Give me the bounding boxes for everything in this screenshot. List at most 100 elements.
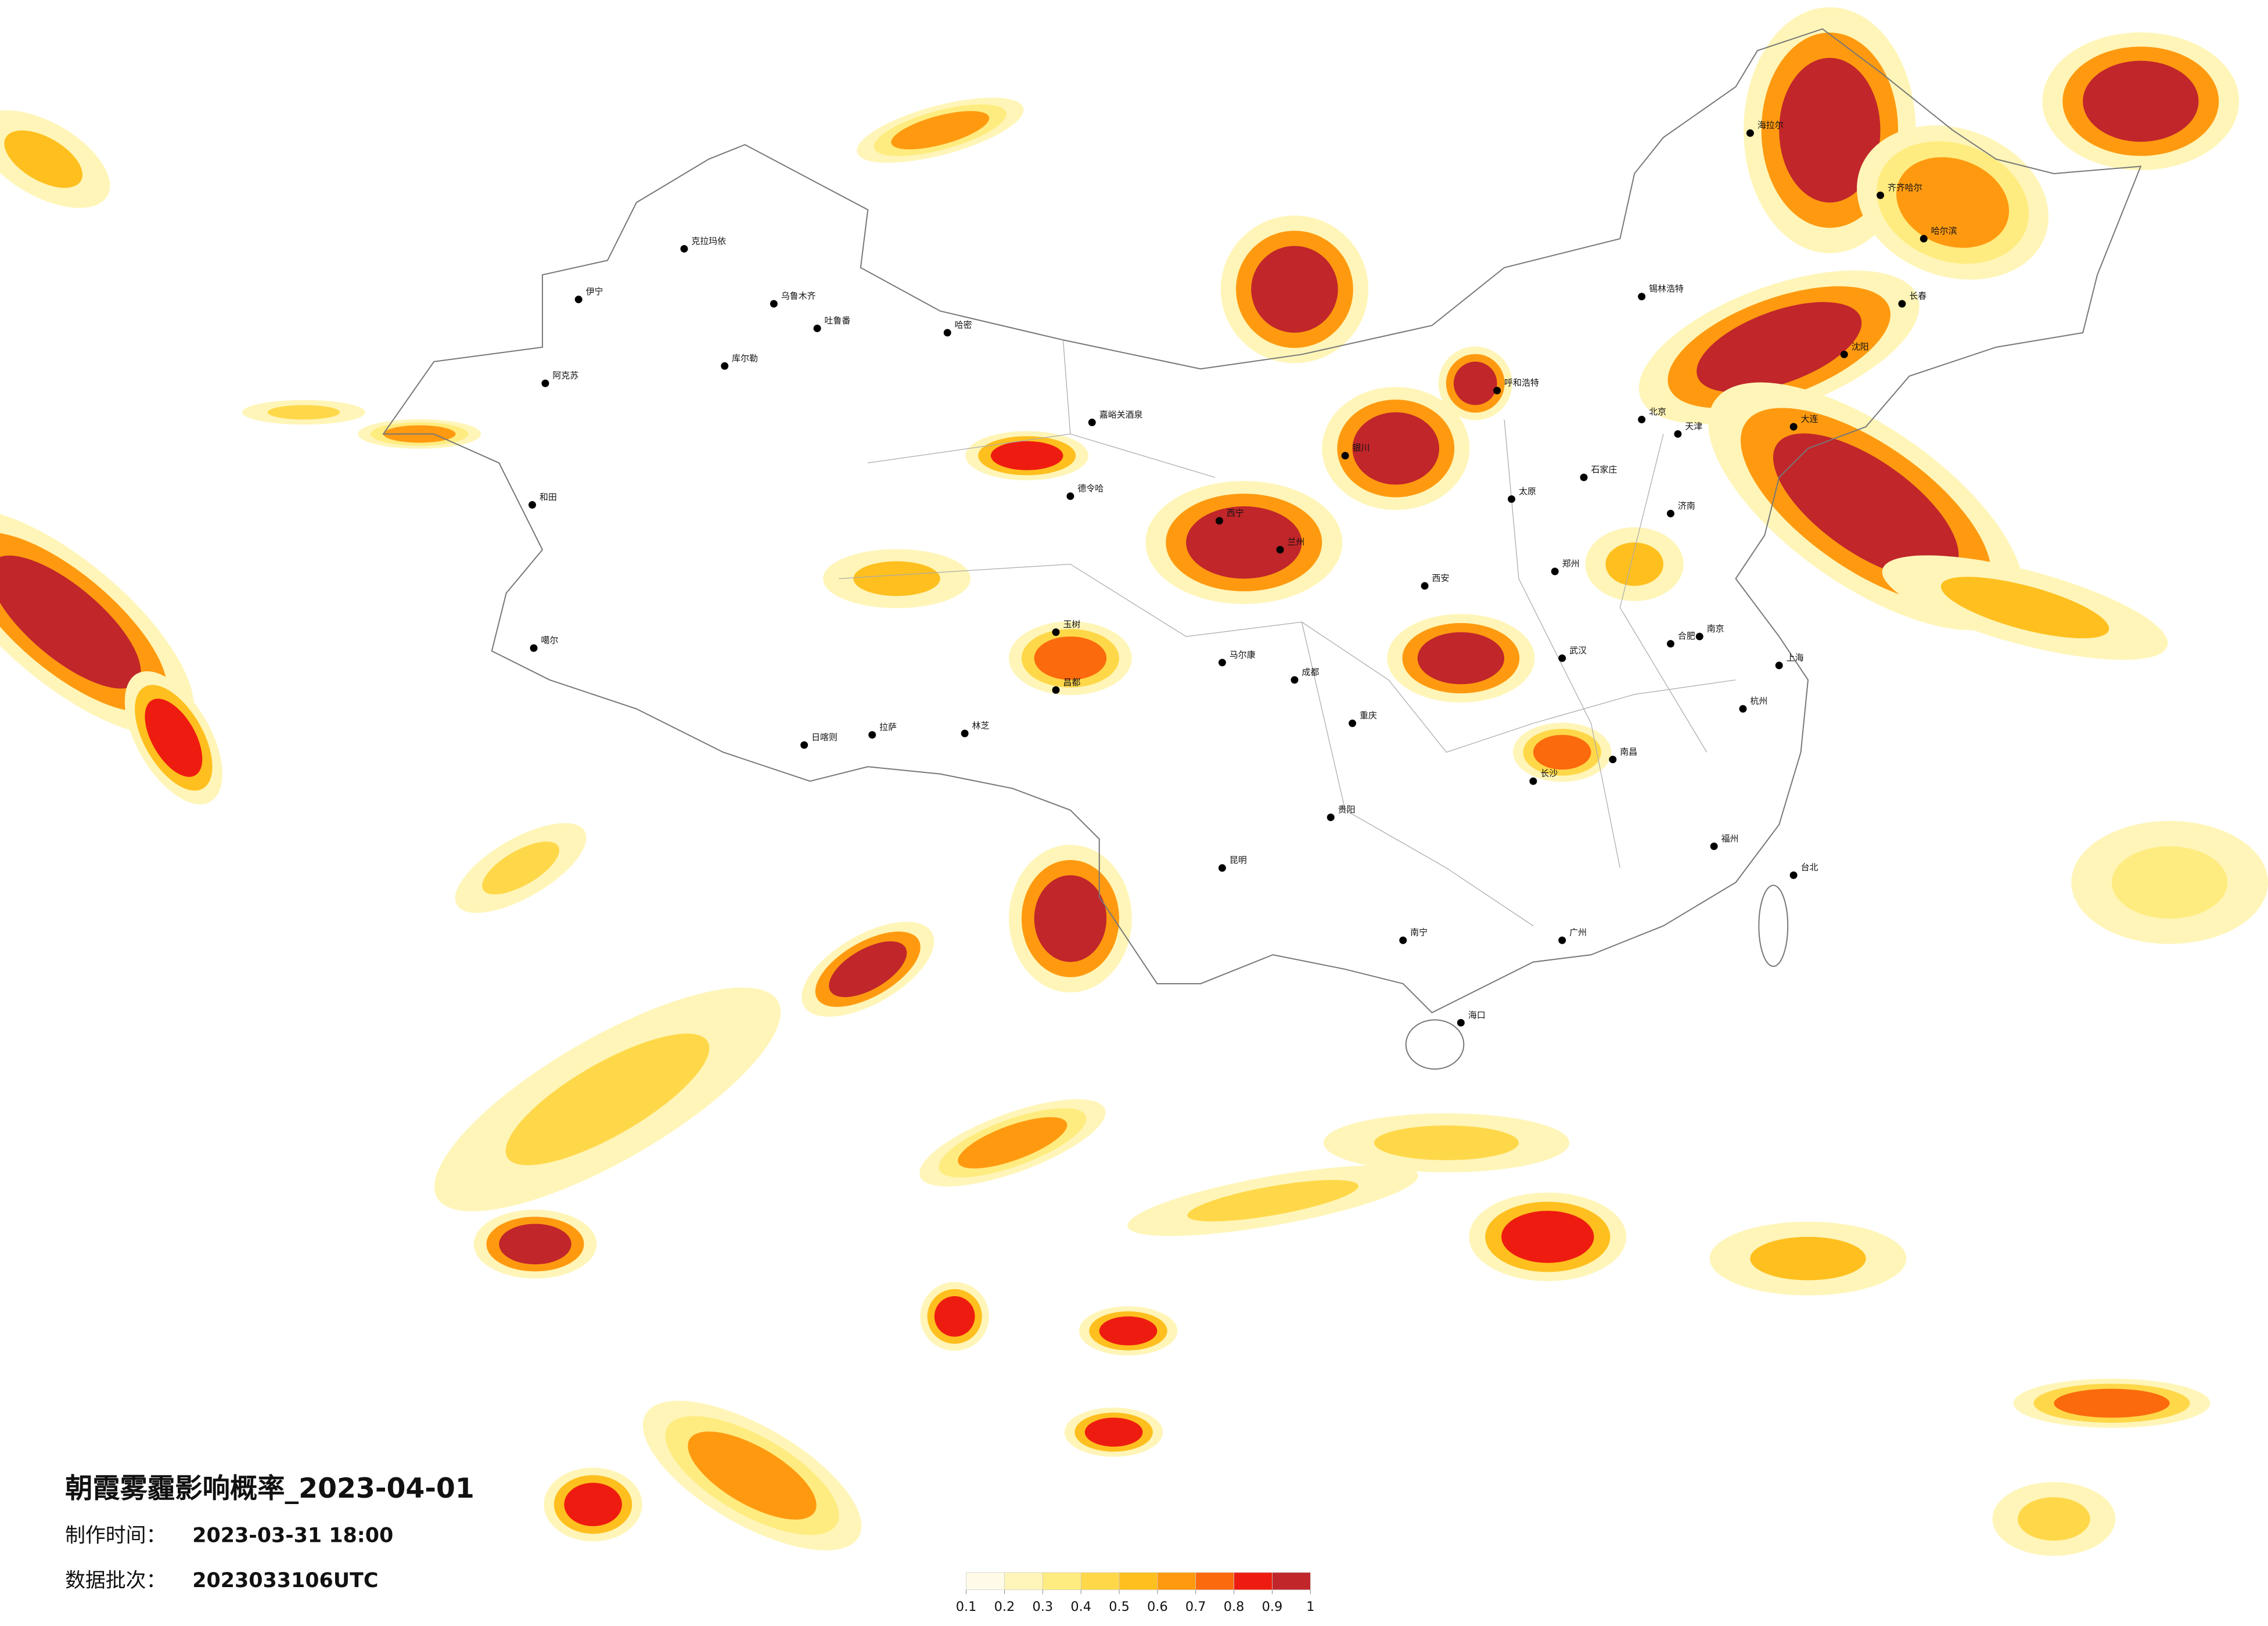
city-label: 广州 <box>1569 927 1587 938</box>
city-label: 昌都 <box>1063 677 1080 688</box>
haze-area <box>1750 1236 1866 1280</box>
haze-area <box>2018 1497 2090 1541</box>
city-dot <box>1218 864 1226 872</box>
city-dot <box>1218 659 1226 667</box>
haze-area <box>958 1117 1067 1169</box>
production-value: 2023-03-31 18:00 <box>192 1524 393 1548</box>
haze-area <box>267 405 340 420</box>
city-dot <box>1898 300 1906 308</box>
legend-swatch <box>1119 1572 1158 1591</box>
city-dot <box>721 362 729 370</box>
haze-area <box>688 1431 817 1520</box>
legend-tick-label: 0.1 <box>956 1599 977 1614</box>
legend-tick-label: 0.2 <box>994 1599 1015 1614</box>
city-label: 昆明 <box>1230 855 1247 865</box>
city-dot <box>1710 842 1718 850</box>
city-dot <box>1789 871 1798 879</box>
city-label: 台北 <box>1801 862 1818 873</box>
city-label: 沈阳 <box>1852 341 1869 352</box>
haze-area <box>1453 361 1497 405</box>
city-dot <box>1558 936 1566 944</box>
haze-area <box>1374 1125 1519 1160</box>
haze-area <box>499 1224 572 1265</box>
borders <box>382 28 2142 1070</box>
city-dot <box>1558 654 1566 662</box>
city-dot <box>1920 235 1928 243</box>
city-label: 克拉玛依 <box>691 236 726 246</box>
city-dot <box>813 325 821 332</box>
legend-tick-label: 0.8 <box>1224 1599 1245 1614</box>
city-dot <box>770 300 778 308</box>
haze-area <box>1696 302 1862 393</box>
haze-area <box>1251 246 1338 333</box>
haze-area <box>1186 506 1302 579</box>
haze-area <box>1605 542 1663 586</box>
legend-swatch <box>1234 1572 1273 1591</box>
city-label: 林芝 <box>972 721 990 731</box>
legend-tick-label: 0.4 <box>1070 1599 1091 1614</box>
legend-tick-label: 1 <box>1306 1599 1314 1614</box>
city-dot <box>1421 582 1429 590</box>
province-lines <box>839 340 1736 926</box>
city-dot <box>530 644 538 652</box>
city-label: 锡林浩特 <box>1649 283 1684 294</box>
city-dot <box>961 729 969 738</box>
city-label: 乌鲁木齐 <box>781 291 816 301</box>
city-dot <box>1088 418 1096 426</box>
city-dot <box>1775 661 1783 670</box>
map-title: 朝霞雾霾影响概率_2023-04-01 <box>65 1473 475 1505</box>
city-dot <box>1877 191 1885 199</box>
haze-area <box>4 130 83 188</box>
city-dot <box>1789 423 1798 431</box>
city-dot <box>1739 705 1747 713</box>
city-dot <box>1457 1019 1465 1027</box>
city-label: 天津 <box>1685 421 1702 431</box>
city-label: 呼和浩特 <box>1504 377 1539 388</box>
country-outline <box>382 28 2142 1013</box>
legend-swatch <box>1195 1572 1234 1591</box>
haze-area <box>482 841 559 895</box>
city-dot <box>943 329 951 337</box>
haze-area <box>1779 57 1881 203</box>
city-label: 西宁 <box>1227 508 1244 518</box>
city-label: 上海 <box>1787 652 1804 663</box>
legend-tick-label: 0.3 <box>1033 1599 1054 1614</box>
batch-label: 数据批次： <box>65 1569 166 1592</box>
legend-tick-label: 0.6 <box>1147 1599 1168 1614</box>
city-dot <box>1666 640 1674 648</box>
city-dot <box>800 741 808 749</box>
haze-area <box>1773 433 1959 580</box>
haze-area <box>2054 1388 2170 1418</box>
city-dot <box>1066 492 1074 500</box>
legend-tick-label: 0.9 <box>1262 1599 1283 1614</box>
haze-area <box>145 699 203 777</box>
city-dot <box>1580 473 1588 481</box>
legend-swatch <box>1042 1572 1081 1591</box>
city-dot <box>1052 686 1060 694</box>
city-dot <box>1840 350 1848 358</box>
legend-swatch <box>1272 1572 1311 1591</box>
haze-area <box>853 561 940 596</box>
city-dot <box>1638 415 1646 423</box>
city-dot <box>680 244 688 253</box>
haze-area <box>1099 1316 1158 1346</box>
city-dot <box>1215 517 1223 525</box>
haze-area <box>1501 1211 1594 1263</box>
city-dot <box>1349 720 1357 728</box>
haze-area <box>1084 1418 1143 1447</box>
legend-swatch <box>1004 1572 1043 1591</box>
legend-tick-label: 0.5 <box>1109 1599 1130 1614</box>
city-dot <box>1341 452 1349 460</box>
city-label: 玉树 <box>1063 619 1080 629</box>
city-dot <box>1291 676 1299 684</box>
haze-area <box>1352 412 1439 485</box>
city-label: 拉萨 <box>879 722 897 732</box>
city-dot <box>1638 293 1646 301</box>
haze-area <box>1896 157 2010 248</box>
city-dot <box>1493 387 1501 395</box>
city-dot <box>868 731 876 739</box>
haze-area <box>0 555 141 689</box>
city-label: 成都 <box>1302 667 1319 677</box>
